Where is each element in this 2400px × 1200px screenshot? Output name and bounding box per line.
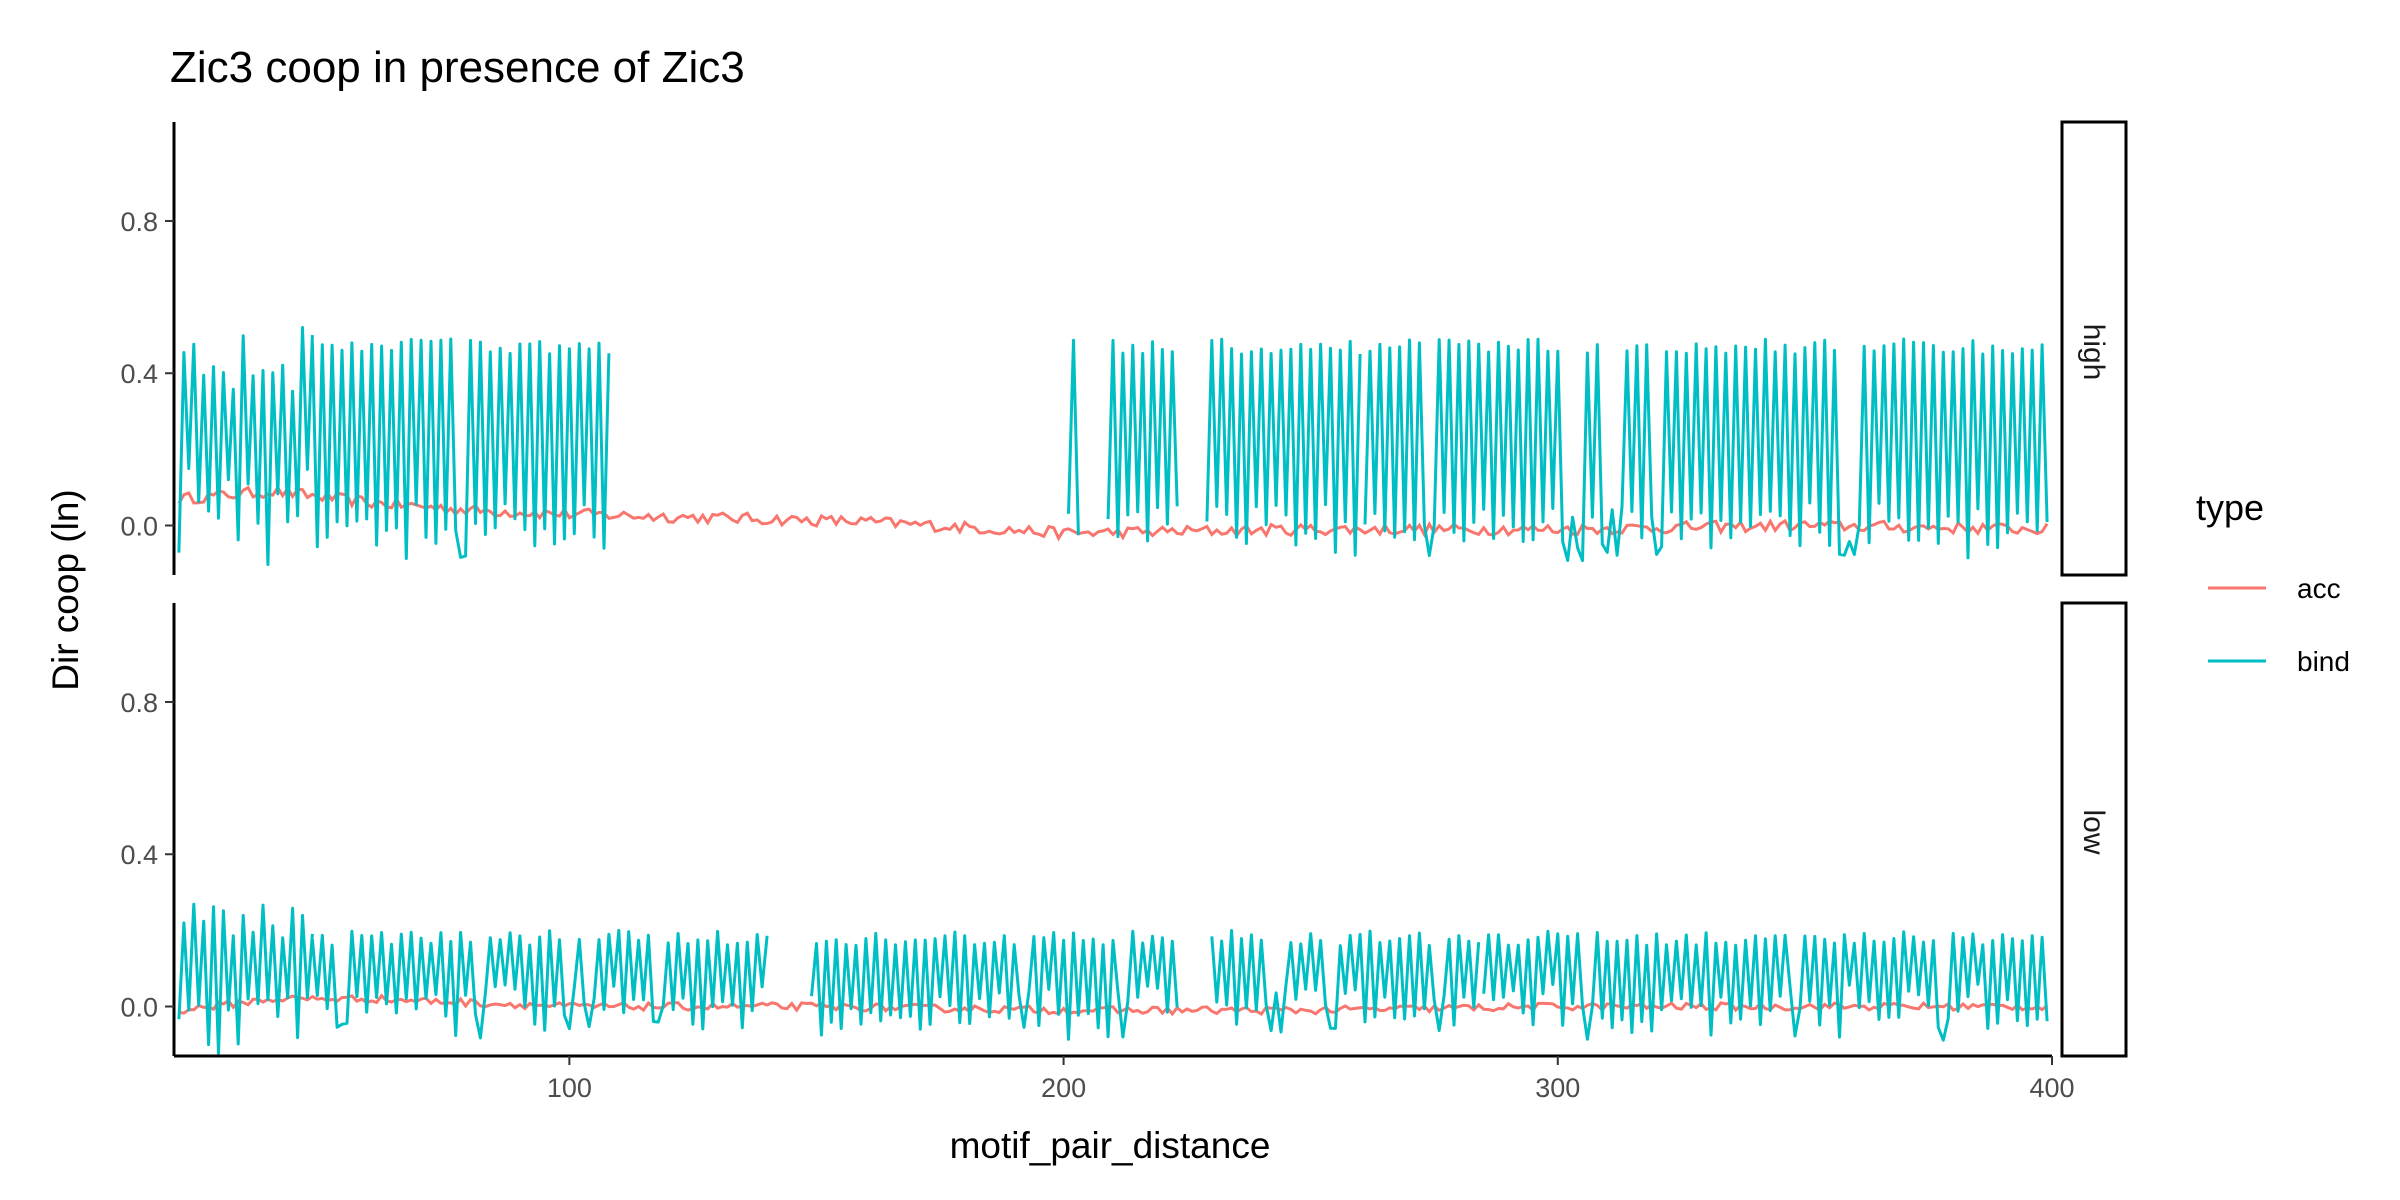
facet-panel-high: 0.0 0.4 0.8 high	[120, 120, 2128, 577]
facet-panels: 0.0 0.4 0.8 high 0.0 0.4 0.8 low	[120, 120, 2128, 1058]
series-line-bind-low-seg0	[177, 902, 314, 1055]
x-axis-title: motif_pair_distance	[950, 1125, 1271, 1166]
series-line-bind-high-seg3	[1106, 338, 1179, 543]
series-line-bind-high-seg0	[177, 326, 314, 566]
y-tick-label: 0.0	[120, 512, 158, 542]
series-line-bind-low-seg3	[1210, 929, 1481, 1034]
x-tick-label: 100	[547, 1073, 592, 1103]
series-line-bind-low-seg1	[310, 928, 769, 1040]
series-line-bind-high-seg1	[310, 337, 611, 560]
facet-panel-low: 0.0 0.4 0.8 low	[120, 601, 2128, 1058]
y-axis-title: Dir coop (ln)	[45, 489, 86, 691]
series-line-bind-high-seg5	[1363, 337, 2049, 563]
facet-strip-high	[2060, 120, 2128, 577]
series-line-acc-low	[178, 993, 2049, 1017]
y-tick-label: 0.8	[120, 688, 158, 718]
series-line-acc-high	[177, 484, 2049, 542]
series-line-bind-low-seg4	[1482, 929, 2049, 1042]
y-tick-label: 0.4	[120, 359, 158, 389]
x-tick-label: 400	[2029, 1073, 2074, 1103]
y-tick-label: 0.8	[120, 207, 158, 237]
y-tick-label: 0.4	[120, 840, 158, 870]
legend-title: type	[2196, 487, 2264, 528]
x-tick-label: 200	[1041, 1073, 1086, 1103]
x-axis: 100 200 300 400	[174, 1054, 2075, 1103]
legend-label-bind: bind	[2297, 646, 2350, 677]
legend: type acc bind	[2196, 487, 2350, 677]
facet-strip-label-low: low	[2077, 809, 2110, 854]
series-line-bind-high-seg2	[1067, 338, 1080, 536]
series-line-bind-high-seg4	[1205, 337, 1362, 557]
legend-items: acc bind	[2208, 573, 2350, 677]
legend-label-acc: acc	[2297, 573, 2341, 604]
x-tick-label: 300	[1535, 1073, 1580, 1103]
series-line-bind-low-seg2	[810, 929, 1179, 1041]
y-tick-label: 0.0	[120, 993, 158, 1023]
facet-strip-low	[2060, 601, 2128, 1058]
chart-title: Zic3 coop in presence of Zic3	[170, 43, 745, 92]
facet-strip-label-high: high	[2077, 324, 2110, 381]
